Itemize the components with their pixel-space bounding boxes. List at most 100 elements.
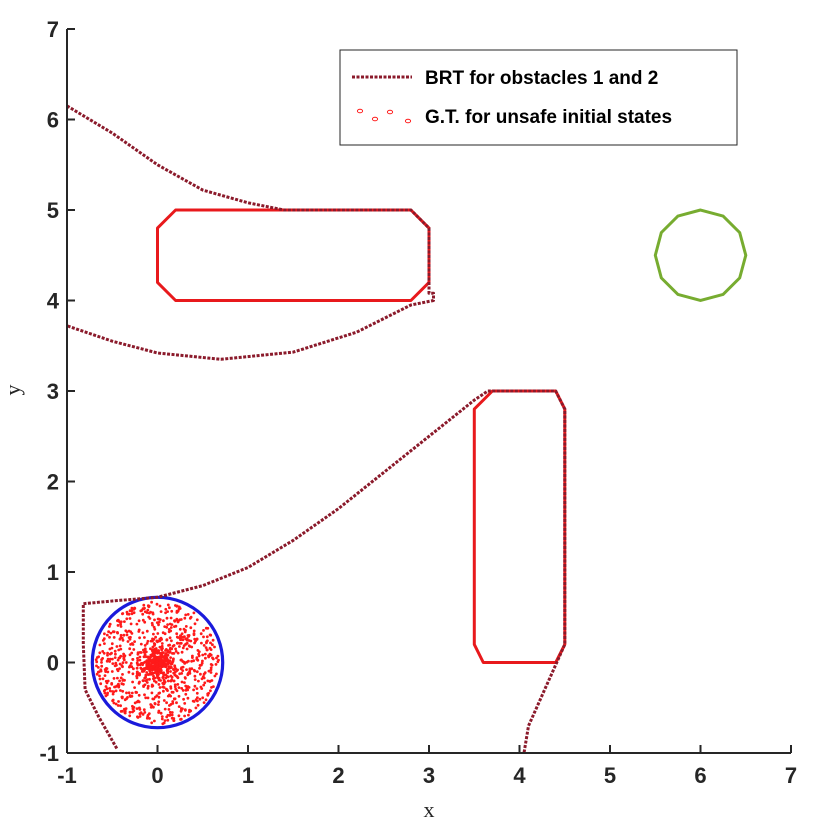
gt-sample-point [176,651,180,655]
gt-sample-point [199,663,203,667]
gt-sample-point [140,670,144,673]
gt-sample-point [125,633,129,637]
gt-sample-point [175,669,179,673]
gt-sample-point [116,676,119,680]
y-tick-labels: -1 0 1 2 3 4 5 6 7 [39,17,59,766]
gt-sample-point [148,717,151,720]
gt-sample-point [118,644,122,648]
gt-sample-point [123,620,126,623]
gt-sample-point [147,615,151,619]
gt-sample-point [151,645,155,649]
gt-sample-point [190,645,194,649]
gt-sample-point [153,651,157,655]
gt-sample-point [161,651,165,655]
gt-sample-point [152,664,156,668]
legend-gt-marker [356,108,364,114]
gt-sample-point [129,643,133,646]
gt-sample-point [144,655,148,659]
gt-sample-point [204,698,208,702]
x-tick-label: 6 [694,763,706,788]
y-tick-label: 7 [47,17,59,42]
gt-sample-point [151,623,154,627]
gt-sample-point [171,644,175,648]
x-tick-label: 1 [242,763,254,788]
gt-sample-point [182,660,186,664]
gt-sample-point [131,658,135,661]
gt-sample-point [146,663,149,667]
gt-sample-point [100,661,103,664]
gt-sample-point [174,687,178,691]
gt-sample-point [150,721,154,725]
gt-sample-point [141,663,145,667]
gt-sample-point [160,642,164,645]
gt-sample-point [172,679,176,683]
gt-sample-point [130,651,134,655]
gt-sample-point [165,657,169,661]
gt-sample-point [141,612,145,616]
gt-sample-point [133,701,137,705]
gt-sample-point [175,618,179,622]
gt-sample-point [155,694,159,697]
gt-sample-point [201,675,205,678]
y-tick-label: 3 [47,379,59,404]
gt-sample-point [175,701,178,705]
gt-sample-point [171,660,175,663]
gt-sample-point [109,631,113,635]
gt-sample-point [157,711,161,714]
gt-sample-point [153,702,157,705]
gt-sample-point [182,697,186,701]
gt-sample-point [116,624,120,627]
gt-sample-point [143,636,146,639]
gt-sample-point [163,663,166,667]
gt-sample-point [152,697,156,701]
gt-sample-point [132,648,136,651]
gt-sample-point [143,620,147,624]
gt-sample-point [107,630,110,634]
gt-sample-point [127,629,131,633]
gt-sample-point [114,661,118,665]
gt-sample-point [178,645,181,648]
gt-sample-point [113,656,117,659]
gt-sample-point [118,637,122,641]
gt-sample-point [138,708,142,711]
x-tick-label: -1 [57,763,77,788]
gt-sample-point [169,670,172,673]
gt-sample-point [162,619,165,623]
x-tick-label: 4 [513,763,526,788]
gt-sample-point [137,628,141,632]
gt-sample-point [187,671,191,675]
gt-sample-point [112,636,116,639]
gt-sample-point [202,644,206,647]
gt-sample-point [177,605,181,609]
gt-sample-point [112,690,116,694]
gt-sample-point [162,721,166,725]
gt-sample-point [108,660,111,663]
gt-sample-point [113,664,117,668]
gt-sample-point [95,672,99,676]
legend-gt-marker [404,118,412,124]
gt-sample-point [127,612,131,616]
gt-sample-point [183,616,187,620]
gt-sample-point [195,656,199,659]
x-tick-label: 3 [423,763,435,788]
gt-samples [94,600,220,726]
gt-sample-point [180,680,184,684]
gt-sample-point [165,625,169,629]
gt-sample-point [111,662,115,665]
gt-sample-point [169,616,173,620]
gt-sample-point [150,683,154,687]
gt-sample-point [131,643,135,646]
gt-sample-point [185,641,189,645]
gt-sample-point [138,715,142,718]
gt-sample-point [207,655,211,659]
gt-sample-point [169,674,173,678]
gt-sample-point [156,672,160,676]
gt-sample-point [170,716,174,720]
gt-sample-point [151,611,155,615]
gt-sample-point [104,670,108,673]
gt-sample-point [98,651,102,655]
gt-sample-point [179,641,183,645]
gt-sample-point [167,630,171,634]
gt-sample-point [118,656,122,660]
gt-sample-point [127,691,131,695]
